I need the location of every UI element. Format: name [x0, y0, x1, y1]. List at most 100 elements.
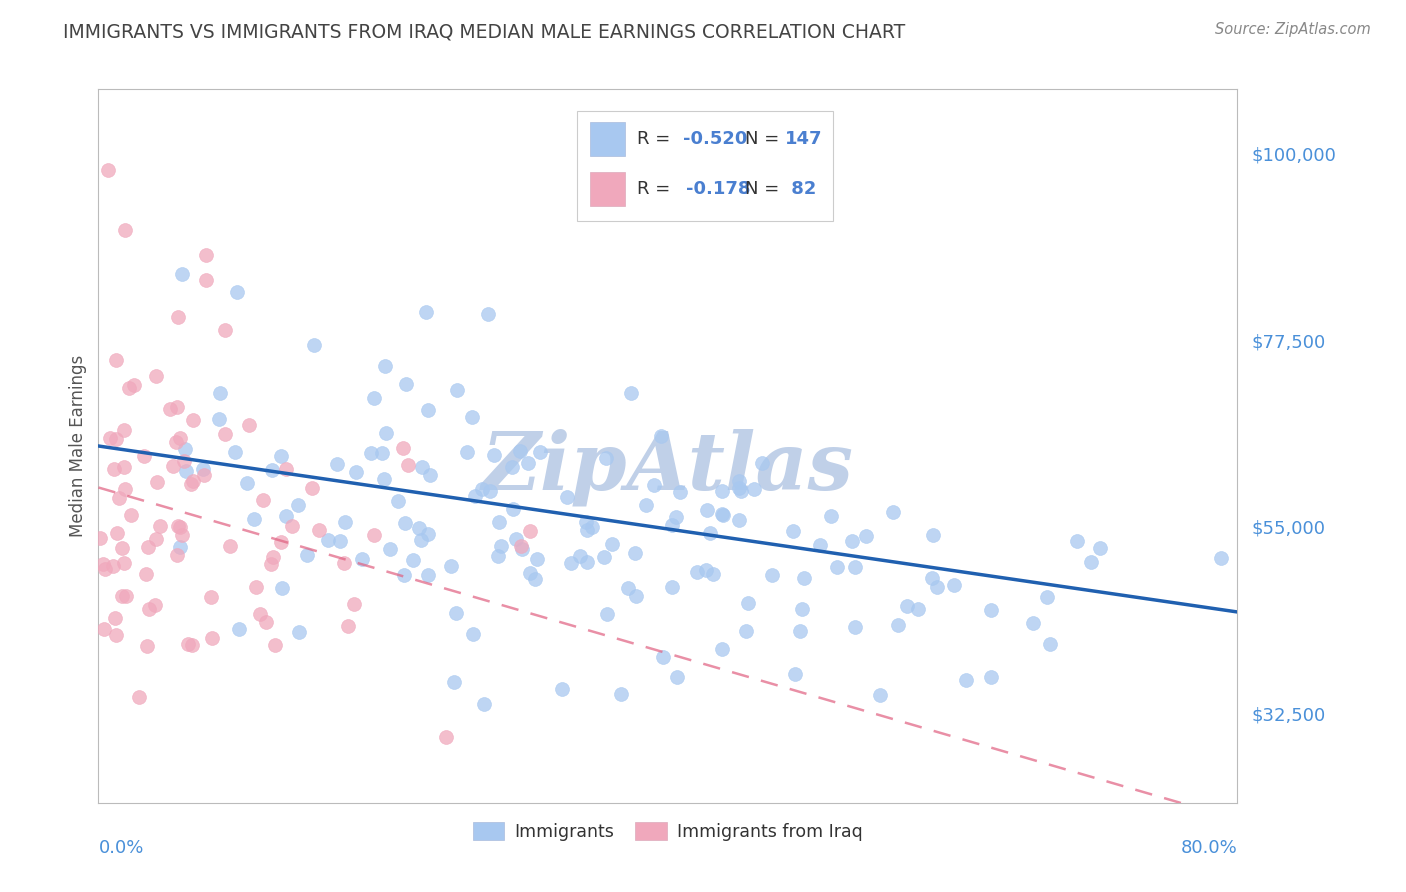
Immigrants from Iraq	[392, 441, 415, 455]
Immigrants	[304, 338, 326, 352]
Text: R =: R =	[637, 180, 682, 198]
Immigrants	[170, 268, 193, 282]
Immigrants	[695, 563, 717, 577]
Immigrants from Iraq	[122, 378, 145, 392]
Immigrants	[208, 385, 231, 400]
Immigrants	[742, 482, 765, 496]
Immigrants from Iraq	[118, 381, 141, 395]
Immigrants	[560, 556, 582, 570]
Immigrants	[461, 626, 484, 640]
Immigrants	[1039, 637, 1062, 651]
Immigrants from Iraq	[145, 369, 167, 384]
Immigrants	[208, 412, 231, 426]
Immigrants	[443, 675, 465, 690]
Immigrants from Iraq	[132, 450, 155, 464]
Text: 80.0%: 80.0%	[1181, 838, 1237, 857]
Immigrants	[620, 385, 643, 400]
Immigrants from Iraq	[111, 541, 134, 555]
Immigrants	[695, 502, 717, 516]
Immigrants	[478, 484, 501, 499]
Immigrants	[728, 474, 751, 488]
Bar	[591, 172, 624, 206]
Immigrants	[228, 622, 250, 636]
Immigrants from Iraq	[105, 628, 128, 642]
Immigrants	[1066, 534, 1088, 549]
Text: $77,500: $77,500	[1251, 334, 1326, 351]
Immigrants	[596, 607, 619, 621]
Immigrants	[394, 568, 416, 582]
Immigrants	[576, 523, 599, 537]
Text: -0.178: -0.178	[686, 180, 751, 198]
Immigrants	[844, 560, 866, 574]
Immigrants from Iraq	[143, 599, 166, 613]
Text: $55,000: $55,000	[1251, 520, 1326, 538]
Immigrants	[477, 307, 499, 321]
Immigrants from Iraq	[149, 518, 172, 533]
Immigrants	[224, 445, 246, 459]
Immigrants	[316, 533, 339, 547]
Text: 0.0%: 0.0%	[98, 838, 143, 857]
Immigrants from Iraq	[177, 637, 200, 651]
Text: IMMIGRANTS VS IMMIGRANTS FROM IRAQ MEDIAN MALE EARNINGS CORRELATION CHART: IMMIGRANTS VS IMMIGRANTS FROM IRAQ MEDIA…	[63, 22, 905, 41]
Immigrants from Iraq	[333, 556, 356, 570]
Immigrants from Iraq	[114, 589, 136, 603]
Immigrants	[270, 582, 292, 596]
Immigrants	[728, 513, 751, 527]
Immigrants	[401, 553, 423, 567]
Immigrants from Iraq	[114, 222, 136, 236]
Immigrants	[1080, 555, 1102, 569]
Immigrants	[1022, 616, 1045, 631]
Immigrants	[526, 552, 548, 566]
Immigrants from Iraq	[166, 310, 188, 324]
Immigrants from Iraq	[336, 619, 359, 633]
Immigrants	[711, 483, 734, 498]
Immigrants	[374, 359, 396, 373]
Immigrants	[661, 518, 683, 533]
Immigrants	[896, 599, 918, 613]
Immigrants	[375, 425, 398, 440]
Immigrants from Iraq	[98, 431, 121, 445]
Immigrants	[666, 670, 689, 684]
Immigrants	[699, 525, 721, 540]
Text: -0.520: -0.520	[683, 130, 747, 148]
Immigrants from Iraq	[114, 460, 136, 475]
Immigrants from Iraq	[104, 611, 127, 625]
Immigrants from Iraq	[249, 607, 271, 621]
Immigrants	[456, 445, 478, 459]
Immigrants	[790, 602, 813, 616]
Immigrants	[295, 548, 318, 562]
Immigrants	[408, 521, 430, 535]
Immigrants from Iraq	[254, 615, 277, 629]
Immigrants	[555, 490, 578, 504]
Immigrants	[419, 467, 441, 482]
Immigrants from Iraq	[103, 462, 125, 476]
Immigrants	[333, 515, 356, 529]
Immigrants	[808, 538, 831, 552]
Immigrants from Iraq	[89, 531, 111, 545]
Immigrants from Iraq	[214, 427, 236, 442]
Immigrants from Iraq	[108, 491, 131, 505]
Bar	[591, 122, 624, 156]
Immigrants from Iraq	[166, 548, 188, 562]
Immigrants	[593, 550, 616, 565]
Immigrants from Iraq	[308, 523, 330, 537]
Immigrants from Iraq	[260, 557, 283, 571]
Immigrants	[792, 571, 814, 585]
Immigrants from Iraq	[245, 580, 267, 594]
Immigrants	[416, 402, 439, 417]
Immigrants from Iraq	[169, 431, 191, 445]
Immigrants from Iraq	[169, 520, 191, 534]
Immigrants	[461, 409, 484, 424]
Immigrants from Iraq	[136, 541, 159, 555]
Immigrants	[1211, 551, 1233, 566]
Immigrants	[482, 449, 505, 463]
Immigrants	[394, 516, 416, 530]
Immigrants from Iraq	[145, 533, 167, 547]
Immigrants	[274, 508, 297, 523]
Immigrants	[509, 443, 531, 458]
Immigrants from Iraq	[146, 475, 169, 490]
Immigrants from Iraq	[93, 622, 115, 636]
Immigrants	[820, 508, 842, 523]
Immigrants	[665, 510, 688, 524]
Immigrants	[730, 483, 752, 498]
